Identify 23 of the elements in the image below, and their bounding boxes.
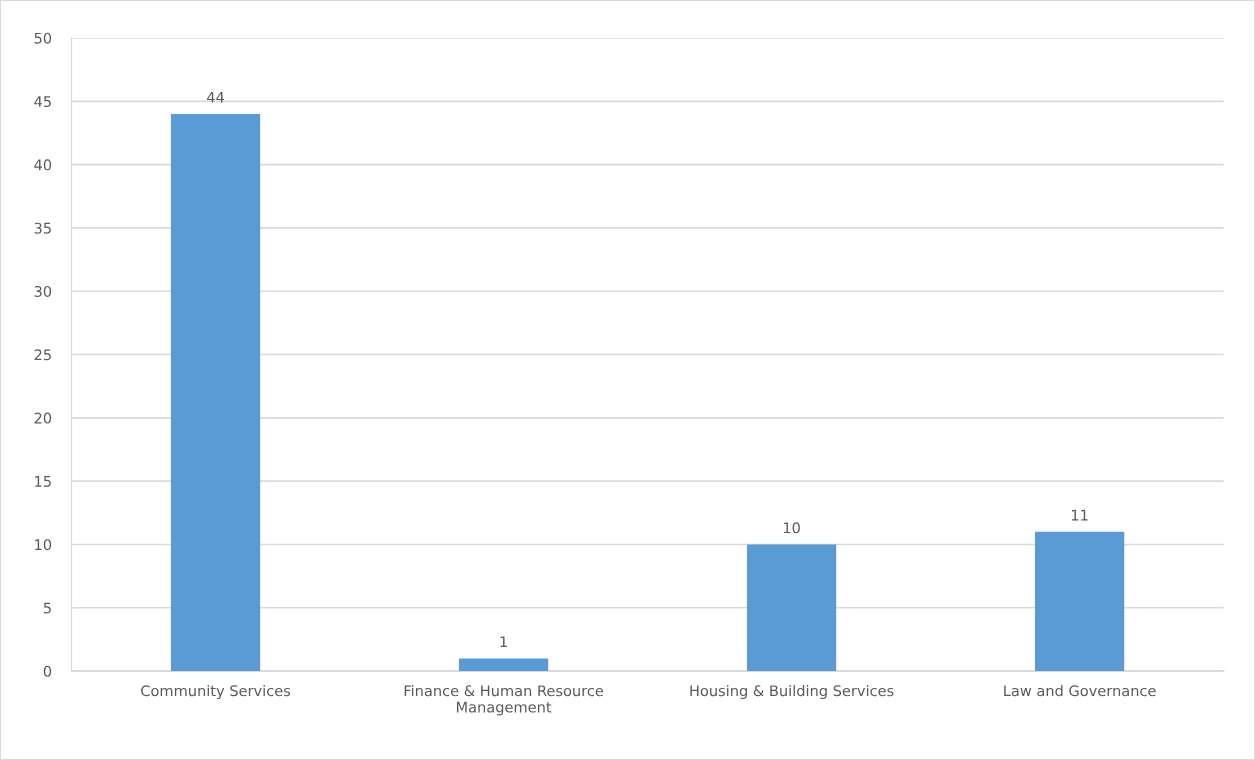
- y-tick-label: 5: [43, 602, 51, 614]
- x-tick-label: Finance & Human Resource Management: [404, 684, 604, 716]
- y-tick-label: 40: [34, 159, 52, 171]
- y-tick-label: 10: [35, 539, 52, 551]
- y-tick-label: 45: [34, 96, 51, 108]
- y-tick-label: 30: [34, 285, 52, 297]
- bar: [458, 658, 549, 672]
- data-label: 1: [500, 636, 507, 648]
- bar: [1034, 531, 1125, 672]
- y-tick-label: 50: [34, 32, 52, 44]
- x-tick-label: Community Services: [141, 684, 291, 700]
- bar: [170, 113, 261, 672]
- bar: [746, 544, 837, 672]
- y-tick-label: 20: [34, 412, 52, 424]
- y-tick-label: 25: [34, 349, 51, 361]
- data-label: 44: [206, 91, 225, 103]
- data-label: 10: [783, 522, 800, 534]
- y-tick-label: 35: [34, 222, 51, 234]
- x-tick-label: Housing & Building Services: [690, 684, 894, 700]
- x-tick-label: Law and Governance: [1004, 684, 1156, 697]
- data-label: 11: [1071, 509, 1088, 521]
- y-tick-label: 0: [43, 665, 52, 677]
- y-tick-label: 15: [35, 476, 51, 487]
